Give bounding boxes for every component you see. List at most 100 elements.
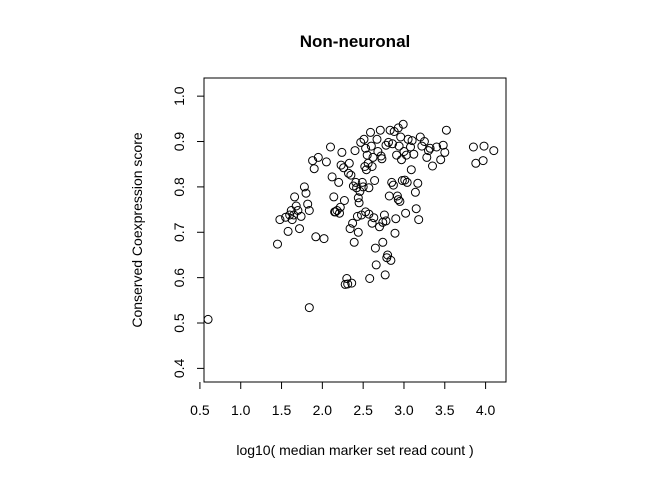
x-axis: 0.5 1.0 1.5 2.0 2.5 3.0 3.5 4.0 xyxy=(190,382,496,418)
data-point xyxy=(367,218,377,228)
data-point xyxy=(398,119,408,129)
x-tick-label: 2.5 xyxy=(353,402,373,418)
y-tick-label: 0.9 xyxy=(171,132,187,152)
data-point xyxy=(334,177,344,187)
data-point xyxy=(353,193,363,203)
data-point xyxy=(304,206,314,215)
data-point xyxy=(414,215,424,225)
data-point xyxy=(311,232,321,242)
y-tick-label: 0.4 xyxy=(171,358,187,378)
data-point xyxy=(330,207,340,217)
data-point xyxy=(422,152,432,162)
data-point xyxy=(396,132,406,142)
data-point xyxy=(413,178,423,188)
data-point xyxy=(287,215,297,225)
data-point xyxy=(342,274,352,283)
data-point xyxy=(339,196,349,205)
data-point xyxy=(406,165,416,175)
data-point xyxy=(347,278,357,288)
data-point xyxy=(366,127,375,137)
data-point xyxy=(388,139,397,149)
x-tick-label: 4.0 xyxy=(476,402,496,418)
data-point xyxy=(346,170,356,180)
data-point xyxy=(359,134,369,144)
data-point xyxy=(350,146,360,156)
data-point xyxy=(354,198,364,208)
y-tick-label: 0.8 xyxy=(171,177,187,197)
data-point xyxy=(380,270,390,280)
data-point xyxy=(478,156,488,166)
data-point xyxy=(441,125,451,135)
data-point xyxy=(381,216,391,226)
data-point xyxy=(419,137,429,146)
data-point xyxy=(436,155,446,165)
plot-frame xyxy=(203,77,507,383)
data-point xyxy=(290,192,300,202)
y-tick-label: 0.6 xyxy=(171,268,187,288)
data-point xyxy=(337,147,347,157)
data-point xyxy=(411,204,421,214)
data-point xyxy=(425,143,435,153)
data-point xyxy=(387,177,397,187)
x-tick-label: 2.0 xyxy=(313,402,333,418)
data-point xyxy=(303,199,313,209)
y-tick-label: 0.7 xyxy=(171,222,187,242)
data-point xyxy=(417,141,427,151)
data-point xyxy=(428,161,437,171)
data-point xyxy=(351,177,361,187)
y-axis-label: Conserved Coexpression score xyxy=(129,132,145,328)
data-point xyxy=(375,222,384,232)
data-point xyxy=(335,202,345,212)
data-point xyxy=(304,303,314,313)
data-point xyxy=(384,191,394,201)
data-point xyxy=(440,147,450,157)
y-tick-label: 0.5 xyxy=(171,313,187,333)
data-point xyxy=(283,226,293,236)
data-point xyxy=(438,140,448,150)
data-point xyxy=(384,137,393,147)
data-point xyxy=(371,260,381,270)
data-point xyxy=(361,165,371,175)
data-point xyxy=(468,142,478,152)
data-point xyxy=(410,187,420,197)
data-point xyxy=(296,211,306,221)
data-point xyxy=(386,255,396,265)
data-point xyxy=(329,192,339,202)
data-point xyxy=(313,152,323,162)
data-point xyxy=(379,210,389,220)
data-point xyxy=(401,150,411,160)
data-point xyxy=(370,176,380,185)
data-point xyxy=(377,154,387,164)
data-point xyxy=(286,206,296,215)
data-point xyxy=(370,243,380,253)
x-tick-label: 1.0 xyxy=(231,402,251,418)
data-point xyxy=(344,168,353,178)
data-point xyxy=(402,177,412,187)
data-point xyxy=(299,182,309,192)
data-point xyxy=(365,274,375,283)
data-point xyxy=(385,125,395,135)
data-point xyxy=(301,188,311,198)
data-point xyxy=(391,214,401,224)
data-point xyxy=(352,211,362,221)
data-point xyxy=(394,141,404,151)
data-point xyxy=(343,279,353,289)
data-point xyxy=(489,146,499,156)
data-point xyxy=(388,180,398,190)
data-point xyxy=(406,142,415,152)
data-point xyxy=(378,237,388,247)
chart-title: Non-neuronal xyxy=(300,32,411,51)
data-point xyxy=(356,137,366,147)
data-point xyxy=(392,150,402,160)
data-point xyxy=(400,175,410,185)
data-point xyxy=(383,250,393,260)
data-point xyxy=(372,134,382,144)
data-point xyxy=(392,191,402,201)
data-point xyxy=(367,162,377,171)
data-point xyxy=(373,147,383,156)
data-point xyxy=(273,239,282,249)
data-point xyxy=(357,177,367,187)
data-point xyxy=(366,141,376,151)
data-point xyxy=(291,201,301,211)
